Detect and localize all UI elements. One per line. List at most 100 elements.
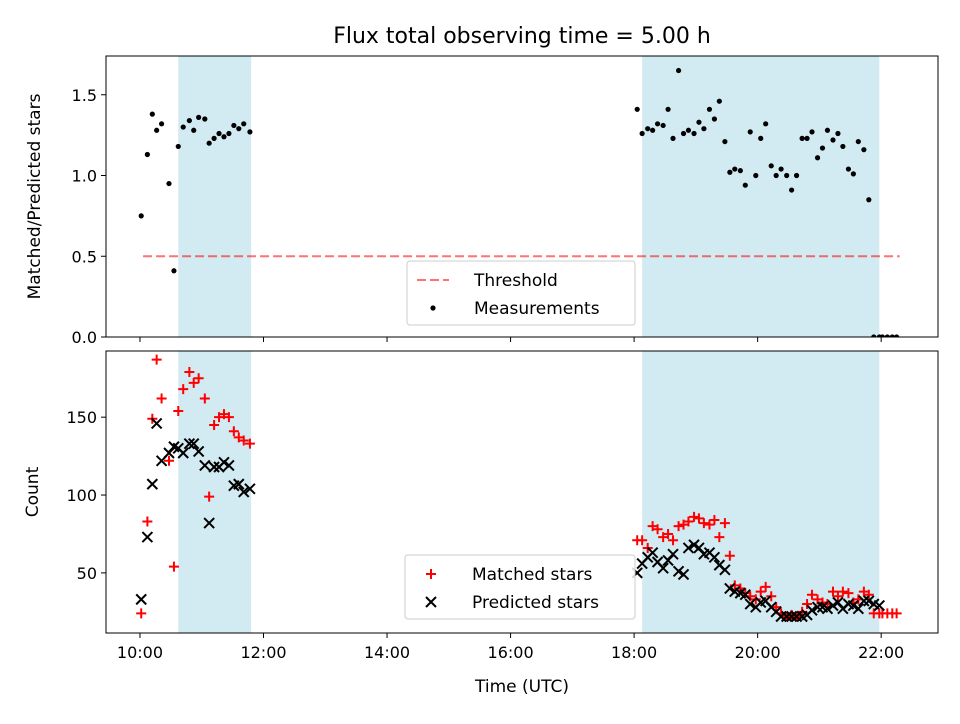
measurement-point [665,106,671,112]
measurement-point [660,122,666,129]
measurement-point [247,129,253,135]
measurement-point [149,111,155,117]
measurement-point [711,116,718,122]
matched-star-point [843,588,854,599]
x-tick-label: 14:00 [364,643,410,662]
measurement-point [799,135,805,141]
matched-star-point [891,608,902,619]
count-panel: 10:00 12:00 14:00 16:00 18:00 20:00 22:00 50 100… [23,350,939,662]
y-tick-label: 1.5 [72,86,97,105]
matched-star-point [750,594,761,605]
matched-star-point [136,608,147,619]
measurement-point [186,117,192,124]
measurement-point [706,106,713,112]
measurement-point [154,127,160,133]
matched-star-point [184,367,195,378]
matched-star-point [156,393,167,404]
predicted-star-point [199,459,211,472]
predicted-star-point [858,595,870,607]
measurement-point [144,151,150,158]
measurement-point [180,124,186,130]
matched-star-point [663,528,674,539]
predicted-star-point [238,486,250,498]
measurement-point [793,172,800,179]
measurement-point [850,171,856,177]
measurement-point [835,130,841,137]
measurement-point [639,130,645,137]
predicted-star-point [708,551,721,564]
measurement-point [879,334,886,337]
measurement-point [166,180,172,187]
predicted-star-point [682,542,695,554]
predicted-star-point [646,546,659,559]
predicted-star-point [821,603,834,615]
measurement-point [855,138,861,145]
matched-star-point [178,384,189,395]
measurement-point [732,166,738,172]
predicted-star-point [677,568,690,581]
measurement-point [138,213,144,219]
measurement-point [763,121,769,127]
matched-star-point [766,591,777,602]
measurement-point [830,137,836,143]
measurement-point [221,134,227,140]
y-axis-label: Count [23,466,43,517]
axes-frame [105,350,939,634]
matched-star-point [209,419,220,430]
measurement-point [747,129,753,135]
matched-star-point [709,514,720,525]
matched-star-point [837,586,848,597]
predicted-star-point [719,564,731,576]
measurement-point [884,334,890,337]
measurement-point [696,119,702,125]
measurement-point [778,166,784,172]
matched-star-point [806,589,817,600]
measurement-point [226,130,232,137]
measurement-point [158,121,165,127]
matched-star-point [228,426,239,437]
measurement-point [670,135,676,141]
legend: Matched stars Predicted stars [404,554,636,620]
measurement-point [206,140,212,146]
measurement-point [727,169,733,175]
predicted-star-point [657,562,669,574]
observing-window-band-0 [178,351,252,633]
y-axis-label: Matched/Predicted stars [25,93,45,299]
matched-star-point [693,513,704,524]
measurement-point [840,143,846,150]
measurement-point [645,126,651,132]
y-tick-label: 150 [66,408,97,427]
legend-label: Measurements [474,299,600,319]
matched-star-point [164,455,175,466]
matched-star-point [142,516,153,527]
measurement-point [691,130,697,137]
measurement-point [202,116,208,122]
predicted-star-point [739,588,751,601]
matched-star-point [238,435,249,446]
predicted-star-point [744,598,756,610]
series-x-1 [135,417,886,623]
x-tick-label: 10:00 [117,643,163,662]
matched-star-point [724,550,735,561]
measurement-point [241,121,247,127]
measurement-point [236,126,242,132]
matched-star-point [755,586,766,597]
predicted-star-point [188,437,200,450]
ratio-panel: 0.0 0.5 1.0 1.5 Matched/Predicted stars Thres… [25,55,939,347]
measurement-point [866,197,872,203]
measurement-point [650,127,656,133]
x-axis-label: Time (UTC) [474,677,569,697]
measurement-point [675,67,682,74]
measurement-point [196,114,202,120]
measurement-point [773,172,779,179]
measurement-point [889,334,895,337]
legend-label: Matched stars [472,565,592,585]
legend-predicted-swatch [425,596,437,608]
legend-label: Threshold [473,271,558,291]
y-tick-label: 0.0 [72,328,97,347]
measurement-point [814,155,821,161]
observing-window-band-0 [178,56,252,337]
y-tick-label: 0.5 [72,247,97,266]
measurement-point [191,127,197,133]
predicted-star-point [183,437,196,450]
